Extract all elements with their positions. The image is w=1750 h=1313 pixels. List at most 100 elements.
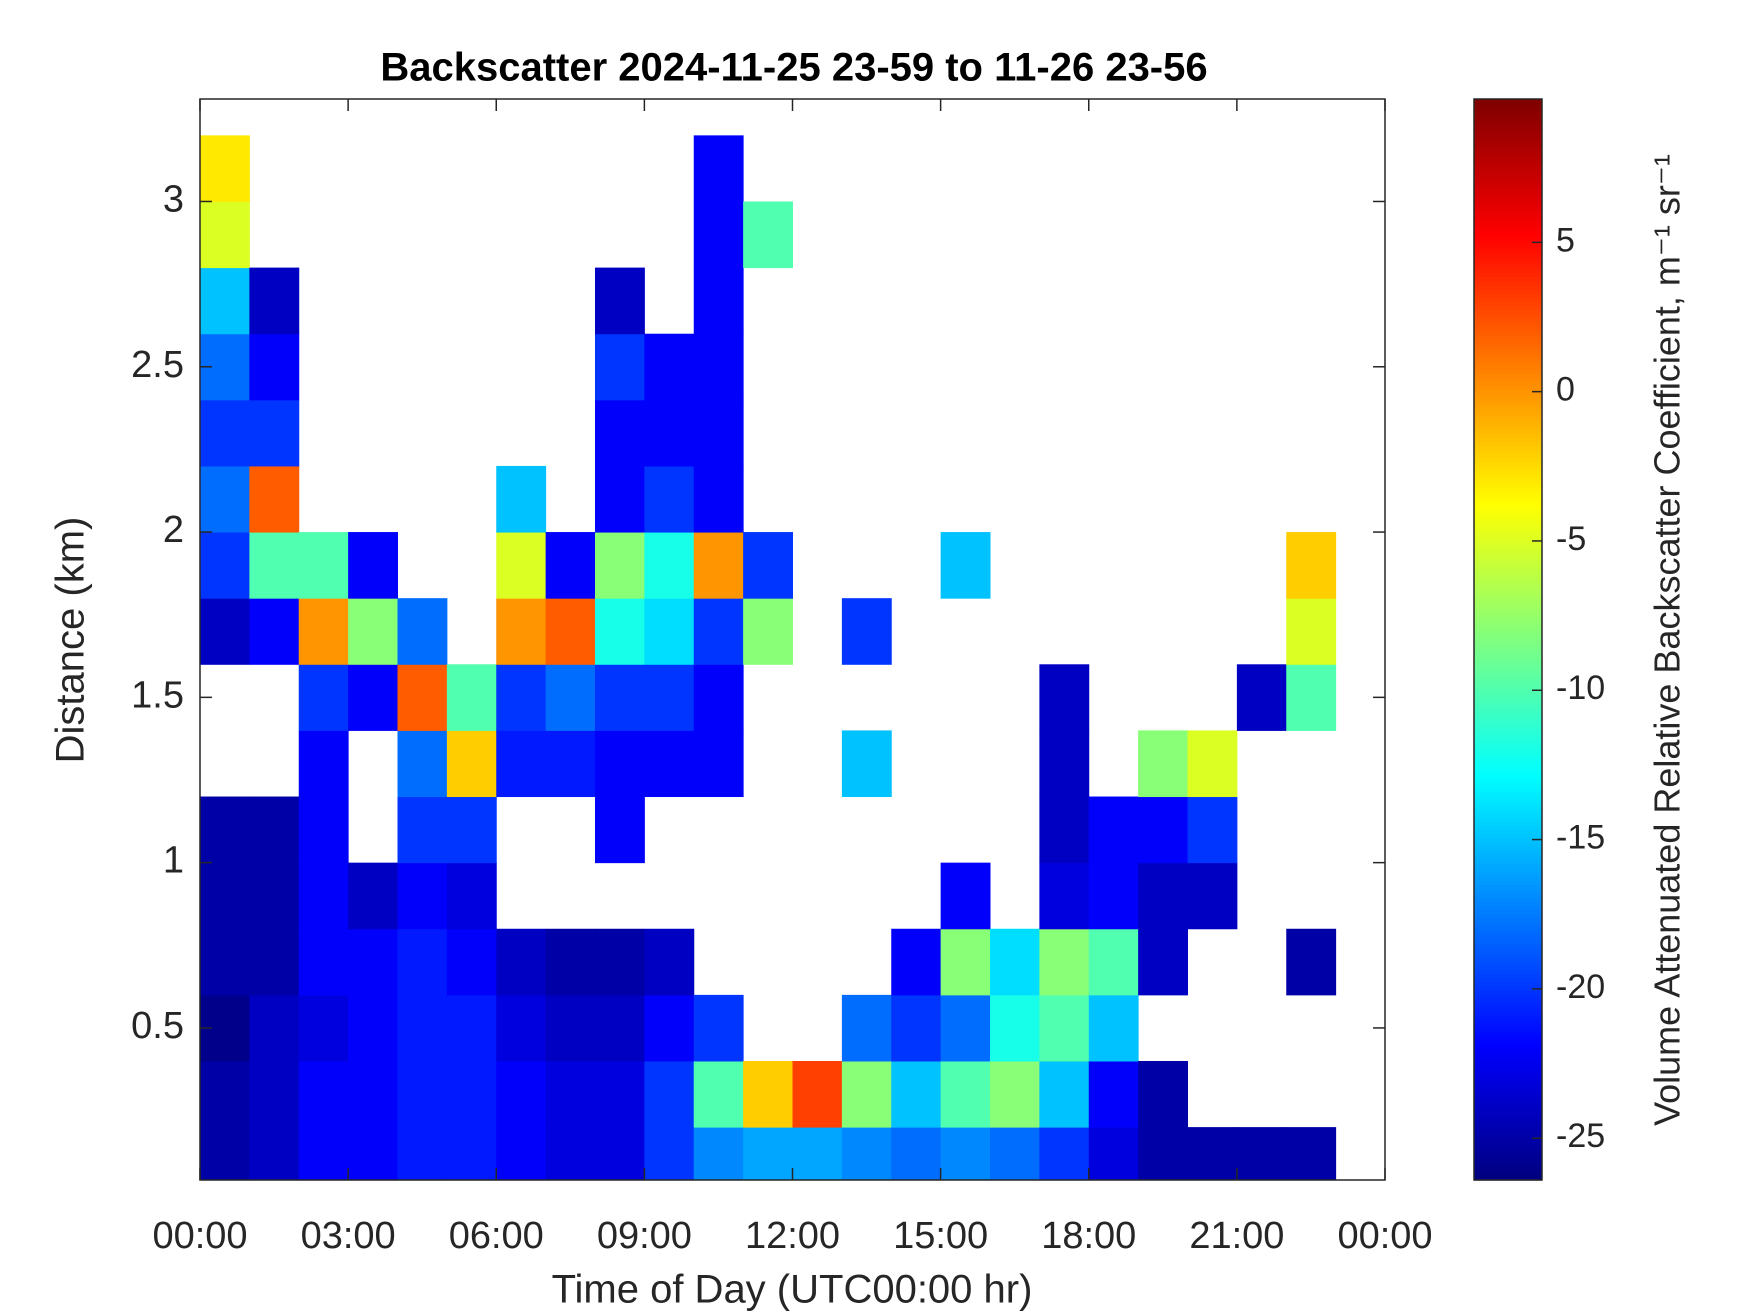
colorbar-swatch <box>1474 694 1542 700</box>
colorbar-swatch <box>1474 753 1542 759</box>
colorbar-swatch <box>1474 723 1542 729</box>
colorbar-swatch <box>1474 736 1542 742</box>
colorbar-swatch <box>1474 1061 1542 1067</box>
colorbar-swatch <box>1474 871 1542 877</box>
heat-cell <box>397 730 448 798</box>
colorbar-swatch <box>1474 183 1542 189</box>
heat-cell <box>792 1127 843 1180</box>
heat-cell <box>1039 796 1090 864</box>
colorbar-swatch <box>1474 170 1542 176</box>
colorbar-swatch <box>1474 305 1542 311</box>
colorbar-swatch <box>1474 508 1542 514</box>
colorbar-swatch <box>1474 318 1542 324</box>
colorbar-swatch <box>1474 863 1542 869</box>
heat-cell <box>545 730 596 798</box>
colorbar-swatch <box>1474 559 1542 565</box>
heat-cell <box>397 1127 448 1180</box>
colorbar-swatch <box>1474 635 1542 641</box>
colorbar-swatch <box>1474 1023 1542 1029</box>
heat-cell <box>644 532 695 599</box>
colorbar-swatch <box>1474 584 1542 590</box>
heat-cell <box>200 201 250 269</box>
colorbar-swatch <box>1474 263 1542 269</box>
heat-cell <box>249 994 300 1062</box>
colorbar-swatch <box>1474 1036 1542 1042</box>
heat-cell <box>545 598 596 665</box>
heat-cell <box>1039 928 1090 996</box>
heat-cell <box>249 267 300 335</box>
colorbar-swatch <box>1474 386 1542 391</box>
heat-cell <box>397 1060 448 1128</box>
heat-cell <box>1088 928 1139 996</box>
heat-cell <box>397 664 448 731</box>
colorbar-swatch <box>1474 1146 1542 1152</box>
colorbar-swatch <box>1474 251 1542 256</box>
heat-cell <box>693 465 744 533</box>
colorbar-swatch <box>1474 605 1542 611</box>
colorbar-tick-label: 5 <box>1556 221 1575 259</box>
x-tick-label: 03:00 <box>301 1215 396 1257</box>
colorbar-swatch <box>1474 563 1542 569</box>
colorbar-swatch <box>1474 825 1542 831</box>
heat-cell <box>298 994 349 1062</box>
colorbar-swatch <box>1474 867 1542 873</box>
heat-cell <box>1138 1060 1188 1128</box>
heat-cell <box>841 994 892 1062</box>
heat-cell <box>496 598 547 665</box>
colorbar-swatch <box>1474 512 1542 518</box>
heat-cell <box>595 1060 645 1128</box>
heat-cell <box>446 928 497 996</box>
heat-cell <box>348 532 398 599</box>
colorbar-swatch <box>1474 343 1542 349</box>
heat-cell <box>644 1127 695 1180</box>
colorbar-swatch <box>1474 99 1542 104</box>
heat-cell <box>496 465 547 533</box>
colorbar-swatch <box>1474 546 1542 552</box>
colorbar-swatch <box>1474 618 1542 624</box>
colorbar-swatch <box>1474 808 1542 814</box>
heat-cell <box>940 994 991 1062</box>
heat-cell <box>200 267 250 335</box>
heat-cell <box>298 598 349 665</box>
colorbar-swatch <box>1474 905 1542 911</box>
colorbar-swatch <box>1474 153 1542 159</box>
colorbar-swatch <box>1474 1057 1542 1063</box>
colorbar-swatch <box>1474 1053 1542 1059</box>
colorbar-swatch <box>1474 715 1542 721</box>
colorbar-swatch <box>1474 626 1542 632</box>
colorbar-swatch <box>1474 576 1542 581</box>
colorbar-swatch <box>1474 652 1542 657</box>
heat-cell <box>1286 532 1337 599</box>
colorbar-swatch <box>1474 1087 1542 1092</box>
heat-cell <box>446 730 497 798</box>
heat-cell <box>249 532 300 599</box>
colorbar-swatch <box>1474 977 1542 983</box>
colorbar-swatch <box>1474 960 1542 966</box>
colorbar-swatch <box>1474 880 1542 886</box>
colorbar-swatch <box>1474 419 1542 425</box>
colorbar-swatch <box>1474 631 1542 636</box>
colorbar-swatch <box>1474 918 1542 924</box>
heat-cell <box>693 532 744 599</box>
colorbar-swatch <box>1474 179 1542 185</box>
colorbar-swatch <box>1474 588 1542 594</box>
colorbar-swatch <box>1474 597 1542 603</box>
heat-cell <box>595 267 645 335</box>
colorbar-frame <box>1473 98 1543 1181</box>
colorbar-swatch <box>1474 314 1542 320</box>
colorbar-swatch <box>1474 1108 1542 1114</box>
colorbar-swatch <box>1474 770 1542 776</box>
heat-cell <box>841 1127 892 1180</box>
colorbar-swatch <box>1474 238 1542 244</box>
colorbar-swatch <box>1474 985 1542 991</box>
heat-cell <box>200 598 250 665</box>
colorbar-swatch <box>1474 200 1542 206</box>
heat-cell <box>1138 928 1188 996</box>
colorbar-swatch <box>1474 517 1542 522</box>
heat-cell <box>595 1127 645 1180</box>
heat-cell <box>1286 1127 1337 1180</box>
colorbar-swatch <box>1474 352 1542 358</box>
colorbar-swatch <box>1474 111 1542 117</box>
heat-cell <box>841 1060 892 1128</box>
colorbar-swatch <box>1474 702 1542 708</box>
